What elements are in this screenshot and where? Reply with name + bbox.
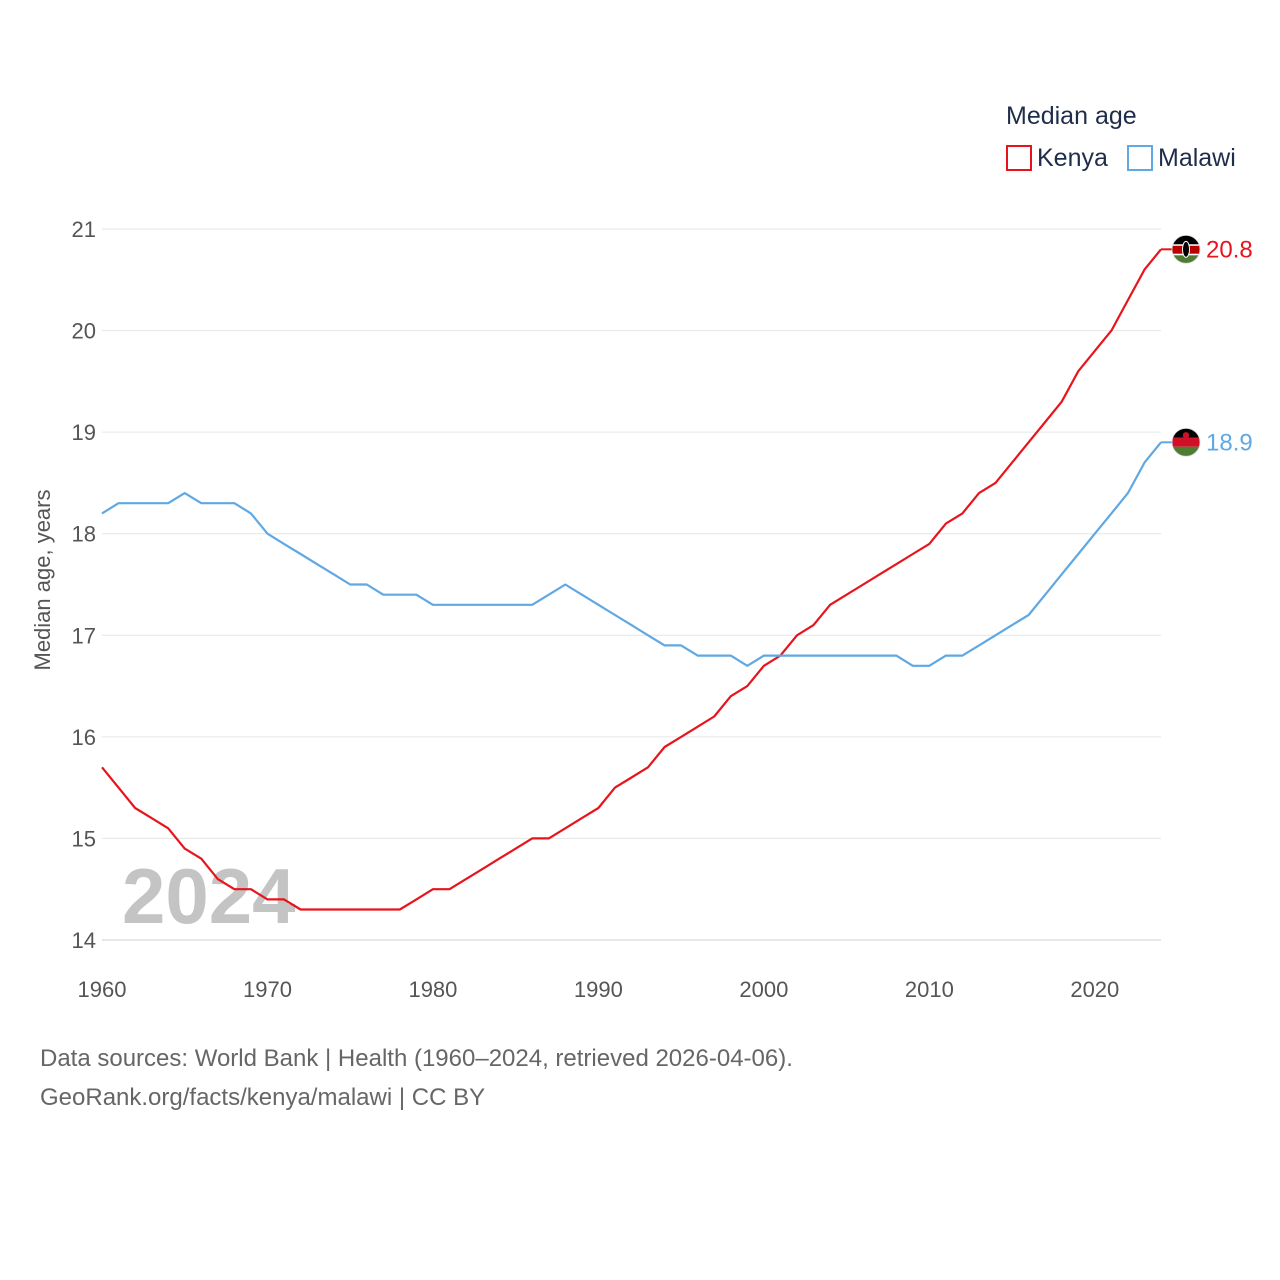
- credit-link[interactable]: GeoRank.org/facts/kenya/malawi | CC BY: [40, 1084, 486, 1111]
- legend: Median age Kenya Malawi: [1006, 102, 1236, 172]
- malawi-flag-icon: [1172, 428, 1200, 457]
- series: [101, 248, 1162, 911]
- x-tick-label: 1980: [408, 977, 457, 1002]
- series-line-kenya[interactable]: [101, 248, 1162, 911]
- y-tick-label: 20: [72, 319, 96, 344]
- y-tick-label: 16: [72, 725, 96, 750]
- highlight-year-watermark: 2024: [122, 852, 296, 940]
- legend-swatch-kenya: [1006, 145, 1032, 171]
- x-tick-label: 1990: [574, 977, 623, 1002]
- y-tick-label: 15: [72, 826, 96, 851]
- line-chart: 14 15 16 17 18 19 20 21 1960 1970 1980 1990 2000 2010…: [30, 102, 1253, 1002]
- x-tick-label: 1960: [78, 977, 127, 1002]
- end-value-label-malawi: 18.9: [1206, 429, 1253, 456]
- x-tick-label: 2000: [739, 977, 788, 1002]
- data-sources-note: Data sources: World Bank | Health (1960–…: [40, 1045, 793, 1072]
- gridlines: [102, 228, 1161, 941]
- legend-label-kenya: Kenya: [1037, 144, 1108, 172]
- x-tick-label: 2010: [905, 977, 954, 1002]
- y-tick-label: 21: [72, 217, 96, 242]
- series-line-malawi[interactable]: [101, 441, 1162, 667]
- flag-border-kenya: [1171, 234, 1201, 264]
- legend-title: Median age: [1006, 102, 1137, 130]
- y-tick-label: 17: [72, 623, 96, 648]
- endpoints: 20.8 18.9: [1161, 234, 1253, 457]
- end-value-label-kenya: 20.8: [1206, 236, 1253, 263]
- y-axis-label: Median age, years: [30, 490, 55, 671]
- legend-label-malawi: Malawi: [1158, 144, 1236, 172]
- kenya-flag-icon: [1172, 235, 1200, 264]
- axes: 14 15 16 17 18 19 20 21 1960 1970 1980 1990 2000 2010…: [72, 217, 1120, 1002]
- y-tick-label: 14: [72, 928, 96, 953]
- legend-swatch-malawi: [1127, 145, 1153, 171]
- x-tick-label: 1970: [243, 977, 292, 1002]
- legend-item-malawi[interactable]: Malawi: [1127, 144, 1236, 172]
- y-tick-label: 19: [72, 420, 96, 445]
- x-tick-label: 2020: [1070, 977, 1119, 1002]
- flag-border-malawi: [1171, 427, 1201, 457]
- legend-item-kenya[interactable]: Kenya: [1006, 144, 1108, 172]
- y-tick-label: 18: [72, 522, 96, 547]
